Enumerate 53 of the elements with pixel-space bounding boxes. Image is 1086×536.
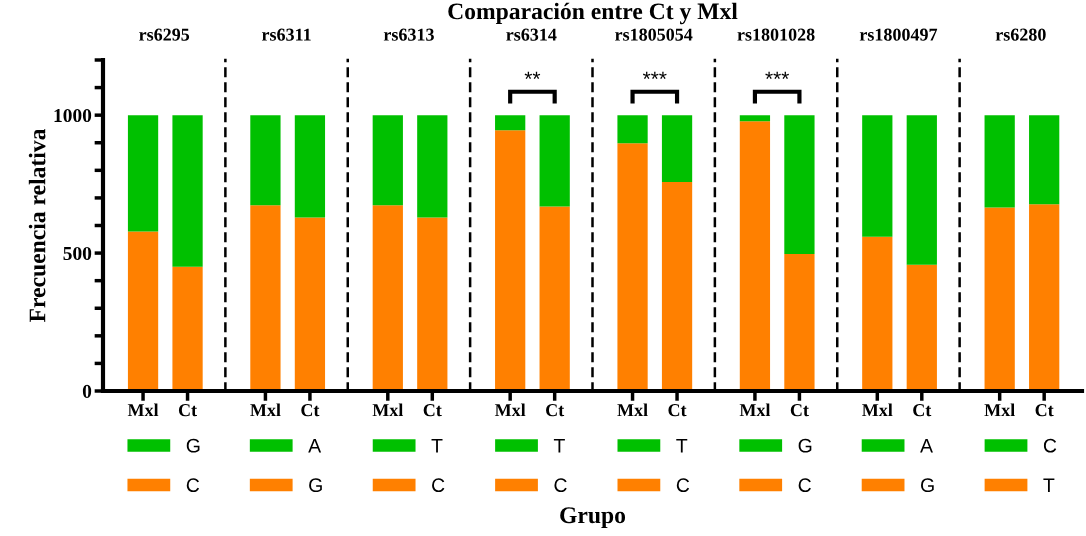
legend-label: G [921,478,934,493]
bar [172,115,203,267]
legend-label: G [186,438,200,453]
text: C [554,478,567,493]
bar [127,115,159,232]
text: G [798,438,812,453]
x-tick-label: Mxl [494,403,526,417]
annotation: *** [642,71,667,79]
legend-label: C [676,478,690,493]
chart-title: rs6314 [506,28,557,41]
bar [127,231,159,391]
x-tick-label: Ct [546,404,565,417]
x-tick-label: Ct [790,404,809,417]
legend-label: T [676,439,688,453]
annotation: ** [524,71,541,79]
x-tick-label: Ct [178,404,197,417]
text: C [798,478,811,493]
x-tick-label: Mxl [250,403,281,417]
x-tick-label: Ct [423,404,442,417]
text: A [308,439,322,453]
y-tick-label: 1000 [54,108,92,123]
legend-label: A [920,439,933,453]
x-tick-label: Mxl [127,403,159,417]
x-tick-label: Mxl [984,403,1015,417]
x-tick-label: Ct [668,404,687,417]
x-tick-label: Ct [301,404,320,417]
x-tick-label: Mxl [862,403,893,417]
text: T [1043,478,1055,492]
legend-label: T [431,439,443,453]
y-tick-label: 0 [82,384,92,398]
x-tick-label: Mxl [617,403,648,417]
text: C [1043,438,1057,453]
chart-title: rs6311 [261,28,311,41]
text: Comparación entre Ct y Mxl [448,2,738,25]
y-axis-title: Frecuencia relativa [28,128,46,323]
chart-title: rs1805054 [615,28,693,41]
legend-label: C [186,478,200,493]
chart-title: rs1800497 [859,28,938,41]
chart-title: rs6280 [995,28,1046,41]
x-tick-label: Mxl [372,403,404,417]
chart-title: rs6295 [139,28,190,41]
chart-title: rs6313 [383,28,434,41]
legend-label: C [432,478,445,493]
text: Grupo [560,507,626,528]
text: G [309,478,322,493]
y-tick-label: 500 [63,246,92,261]
annotation: *** [765,71,790,79]
chart-title: rs1801028 [737,28,815,41]
x-tick-label: Ct [913,404,932,417]
x-tick-label: Mxl [739,403,771,417]
x-tick-label: Ct [1035,404,1054,417]
text: T [553,439,565,453]
bar [172,266,203,391]
